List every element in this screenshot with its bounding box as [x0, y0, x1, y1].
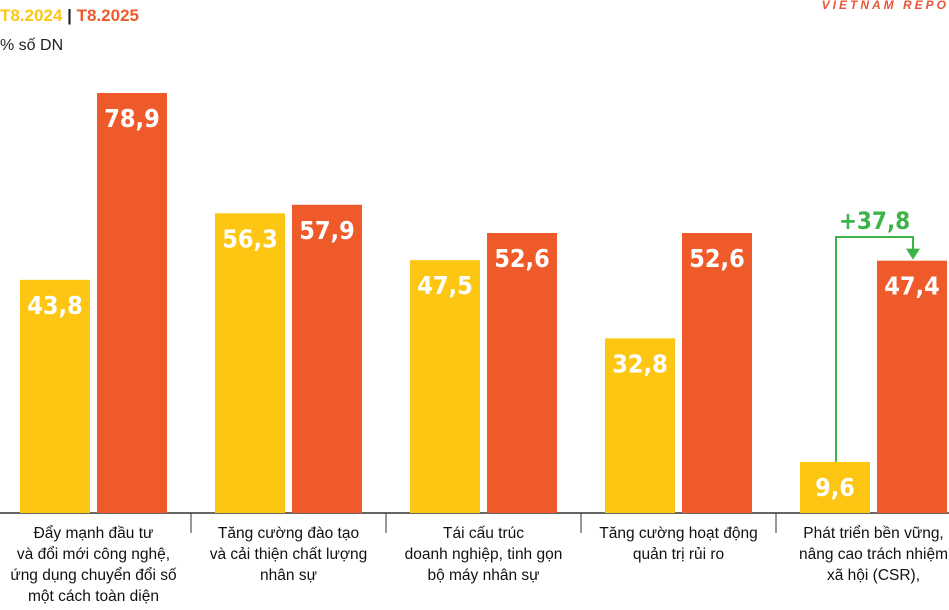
category-label-line: Tăng cường hoạt động — [599, 525, 757, 542]
category-label-line: một cách toàn diện — [28, 588, 159, 605]
category-label-line: và đổi mới công nghệ, — [17, 546, 170, 563]
bar-2025-4 — [682, 233, 752, 513]
data-label-2025-3: 52,6 — [494, 244, 550, 273]
callout-arrowhead — [906, 248, 920, 260]
legend-2024: T8.2024 — [0, 6, 63, 25]
data-label-2024-4: 32,8 — [612, 349, 668, 378]
data-label-2025-4: 52,6 — [689, 244, 745, 273]
data-label-2024-1: 43,8 — [27, 291, 83, 320]
category-label-5: Phát triển bền vững, nâng cao trách nhiệm… — [799, 525, 948, 584]
bar-2024-3 — [410, 260, 480, 513]
legend-separator: | — [67, 6, 72, 25]
source-watermark: VIETNAM REPO — [821, 0, 949, 12]
category-label-line: bộ máy nhân sự — [427, 567, 539, 584]
category-label-1: Đẩy mạnh đầu tư và đổi mới công nghệ, ứng … — [10, 525, 177, 605]
category-label-line: nhân sự — [260, 567, 317, 584]
bar-2024-5 — [800, 461, 870, 513]
bar-2025-5 — [877, 260, 947, 513]
legend: T8.2024 | T8.2025 — [0, 6, 139, 26]
data-label-2024-3: 47,5 — [417, 271, 473, 300]
category-label-3: Tái cấu trúc doanh nghiệp, tinh gọn bộ máy… — [405, 525, 563, 584]
category-label-line: Tái cấu trúc — [443, 525, 524, 542]
category-label-line: Đẩy mạnh đầu tư — [34, 525, 154, 542]
data-label-2025-1: 78,9 — [104, 104, 160, 133]
category-label-line: xã hội (CSR), — [827, 567, 920, 584]
bar-2024-2 — [215, 213, 285, 513]
category-label-line: Tăng cường đào tạo — [218, 525, 359, 542]
bar-2025-3 — [487, 233, 557, 513]
bar-2025-1 — [97, 93, 167, 513]
callout-label: +37,8 — [839, 207, 910, 235]
data-label-2024-2: 56,3 — [222, 224, 278, 253]
unit-label: % số DN — [0, 37, 64, 54]
bar-2024-1 — [20, 279, 90, 513]
data-label-2024-5: 9,6 — [815, 473, 855, 502]
legend-2025: T8.2025 — [76, 6, 140, 25]
category-label-line: Phát triển bền vững, — [803, 525, 944, 542]
category-label-2: Tăng cường đào tạo và cải thiện chất lượn… — [210, 525, 368, 584]
category-label-line: quản trị rủi ro — [633, 546, 724, 563]
callout-connector — [835, 236, 914, 462]
bar-2024-4 — [605, 338, 675, 513]
category-label-line: và cải thiện chất lượng — [210, 546, 368, 563]
category-label-line: ứng dụng chuyển đổi số — [10, 567, 177, 584]
data-label-2025-2: 57,9 — [299, 216, 355, 245]
bar-2025-2 — [292, 204, 362, 513]
category-label-line: doanh nghiệp, tinh gọn — [405, 546, 563, 563]
category-label-4: Tăng cường hoạt động quản trị rủi ro — [599, 525, 757, 563]
category-label-line: nâng cao trách nhiệm — [799, 546, 948, 563]
data-label-2025-5: 47,4 — [884, 272, 940, 301]
